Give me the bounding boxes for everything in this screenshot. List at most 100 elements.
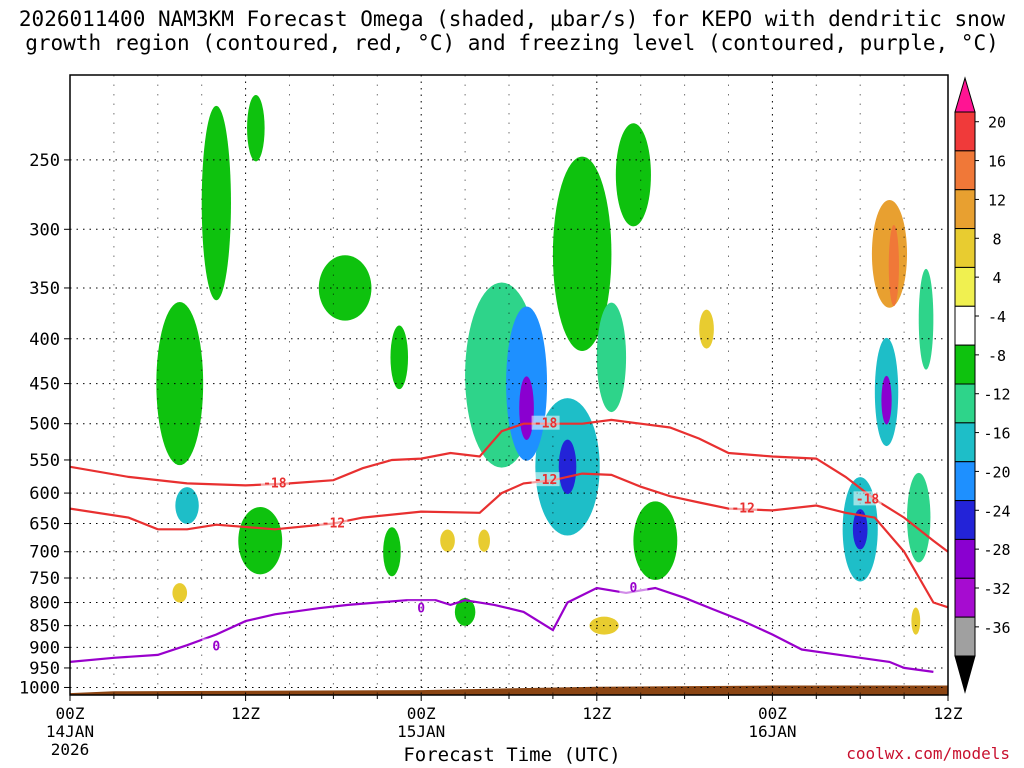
colorbar-label: -32 [983,580,1010,598]
omega-cell [852,509,868,550]
y-tick-label: 950 [29,659,60,679]
x-tick-label: 12Z [934,704,963,723]
omega-cell [172,583,188,603]
contour-dgz-minus12 [70,472,948,609]
y-tick-label: 550 [29,451,60,471]
x-tick-year: 2026 [51,740,90,759]
omega-cell [475,29,484,41]
y-tick-label: 750 [29,569,60,589]
colorbar-bin [954,383,976,424]
contour-freezing-level-0 [70,586,934,673]
colorbar-label: 16 [988,153,1006,171]
omega-cell [888,225,899,307]
x-tick-date: 15JAN [397,722,445,741]
colorbar-bin [954,655,976,694]
y-tick-label: 800 [29,594,60,614]
contour-label: 0 [629,581,637,596]
chart-title-line1: 2026011400 NAM3KM Forecast Omega (shaded… [18,7,1006,31]
x-tick-date: 14JAN [46,722,94,741]
omega-cell [247,95,265,162]
omega-cell [478,529,490,552]
y-tick-label: 400 [29,330,60,350]
contour-label-bg [853,491,882,506]
omega-cell [238,507,283,575]
omega-cell [699,309,714,349]
x-tick-label: 12Z [231,704,260,723]
contour-label: -18 [856,492,880,507]
colorbar-bin [954,111,976,152]
omega-cell [918,268,934,370]
omega-cell [881,375,892,425]
colorbar-bin [954,76,976,113]
colorbar-bin [954,266,976,307]
colorbar-bin [954,500,976,540]
colorbar-bin [954,461,976,502]
omega-cell [454,598,476,626]
y-tick-label: 250 [29,151,60,171]
x-tick-date: 16JAN [748,722,796,741]
y-tick-label: 1000 [19,678,60,698]
omega-cell [633,501,678,581]
colorbar-label: -36 [983,619,1010,637]
colorbar-label: -24 [983,502,1010,520]
y-tick-label: 850 [29,617,60,637]
contour-label: -12 [534,473,557,488]
contour-label-bg [202,638,231,653]
omega-cell [440,529,455,552]
y-tick-label: 500 [29,415,60,435]
colorbar-bin [954,344,976,385]
y-tick-label: 350 [29,279,60,299]
colorbar-bin [954,189,976,230]
colorbar-label: -12 [983,386,1010,404]
contour-label: -12 [731,502,754,517]
contour-label-bg [407,600,436,615]
y-tick-label: 600 [29,484,60,504]
contour-label: -18 [263,476,287,491]
y-tick-label: 450 [29,375,60,395]
credit-text: coolwx.com/models [846,744,1010,763]
contour-label-bg [319,515,348,530]
colorbar-label: -4 [988,308,1006,326]
colorbar-label: 12 [988,191,1006,209]
y-tick-label: 300 [29,220,60,240]
x-axis-label: Forecast Time (UTC) [403,744,621,766]
colorbar-label: 8 [992,230,1001,248]
colorbar-bin [954,305,976,346]
colorbar-label: -16 [983,425,1010,443]
colorbar-label: 4 [992,269,1001,287]
contour-label: 0 [417,602,425,617]
contour-label-bg [619,580,648,595]
x-tick-label: 12Z [582,704,611,723]
contour-label-bg [531,415,560,430]
omega-cell [390,325,409,390]
omega-cell [175,487,199,524]
omega-cell [201,105,231,301]
colorbar-bin [954,228,976,268]
omega-cell [596,302,627,413]
omega-cell [519,376,534,440]
colorbar-bin [954,616,976,657]
colorbar-label: 20 [988,114,1006,132]
omega-cell [558,439,577,495]
contour-label-bg [260,475,289,490]
omega-cell [156,302,204,466]
omega-cell [911,607,921,635]
contour-label: -12 [322,517,345,532]
omega-cell [318,255,372,321]
y-tick-label: 650 [29,515,60,535]
colorbar-bin [954,577,976,618]
y-tick-label: 700 [29,543,60,563]
contour-label-bg [729,500,758,515]
chart-title-line2: growth region (contoured, red, °C) and f… [25,31,999,55]
x-tick-label: 00Z [56,704,85,723]
colorbar-bin [954,538,976,579]
contour-label: 0 [212,640,220,655]
colorbar-bin [954,422,976,463]
contour-label-bg [531,472,560,487]
x-tick-label: 00Z [407,704,436,723]
omega-cell [615,123,651,227]
x-tick-label: 00Z [758,704,787,723]
omega-cell [907,472,931,563]
colorbar-label: -20 [983,463,1010,481]
